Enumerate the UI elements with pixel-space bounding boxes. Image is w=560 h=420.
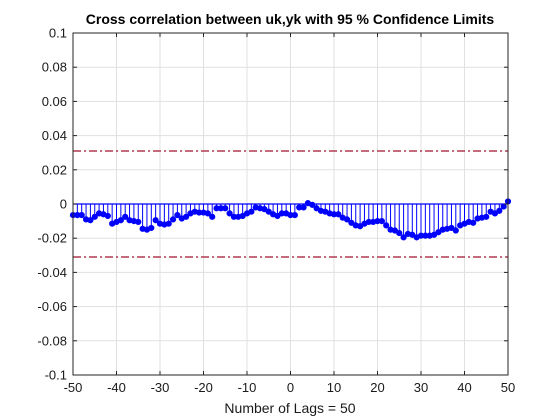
y-tick-label: 0.08 xyxy=(42,60,67,75)
stem-marker xyxy=(500,203,507,210)
stem-marker xyxy=(248,208,255,215)
stem-marker xyxy=(169,216,177,223)
x-axis-label: Number of Lags = 50 xyxy=(224,400,355,416)
x-tick-label: 0 xyxy=(287,380,294,395)
stem-marker xyxy=(409,231,416,238)
stem-marker xyxy=(335,211,342,218)
stem-marker xyxy=(357,223,364,230)
stem-marker xyxy=(274,212,281,220)
stem-marker xyxy=(239,212,246,220)
x-tick-label: 10 xyxy=(327,380,341,395)
y-tick-label: -0.1 xyxy=(45,368,67,383)
stem-marker xyxy=(300,204,307,211)
stem-marker xyxy=(78,212,85,219)
stem-marker xyxy=(435,229,442,236)
x-tick-label: 20 xyxy=(370,380,384,395)
stem-marker xyxy=(209,213,216,220)
y-tick-label: 0.06 xyxy=(42,94,67,109)
stem-series xyxy=(69,198,512,241)
stem-marker xyxy=(87,217,94,224)
stem-marker xyxy=(174,212,181,219)
stem-marker xyxy=(470,219,477,226)
stem-marker xyxy=(261,206,268,213)
stem-marker xyxy=(183,213,190,220)
axis-ticks: -50 -40 -30 -20 -10 0 10 20 30 40 50 -0.1 -0.08 -0.06… xyxy=(37,26,515,396)
stem-marker xyxy=(483,213,490,220)
stem-marker xyxy=(496,207,503,214)
chart-title: Cross correlation between uk,yk with 95 … xyxy=(86,11,495,27)
x-tick-label: 40 xyxy=(457,380,471,395)
stem-marker xyxy=(104,212,111,220)
x-tick-label: 50 xyxy=(501,380,515,395)
stem-marker xyxy=(400,234,407,241)
stem-marker xyxy=(291,212,298,219)
stem-marker xyxy=(383,222,390,229)
stem-marker xyxy=(91,213,98,220)
stem-marker xyxy=(348,219,355,226)
y-tick-label: -0.06 xyxy=(37,299,67,314)
stem-marker xyxy=(430,231,438,238)
x-tick-label: -20 xyxy=(194,380,213,395)
stem-marker xyxy=(343,216,351,223)
stem-marker xyxy=(226,210,233,217)
y-tick-label: -0.04 xyxy=(37,265,67,280)
stem-marker xyxy=(222,205,229,212)
stem-marker xyxy=(135,218,142,226)
stem-marker xyxy=(391,227,398,234)
stem-marker xyxy=(313,205,320,212)
y-tick-label: -0.08 xyxy=(37,333,67,348)
y-tick-label: 0 xyxy=(60,197,67,212)
stem-marker xyxy=(491,210,499,217)
x-tick-label: -40 xyxy=(107,380,126,395)
stem-marker xyxy=(378,218,385,225)
stem-marker xyxy=(148,224,155,232)
x-tick-label: -30 xyxy=(151,380,170,395)
stem-marker xyxy=(204,210,211,217)
y-tick-label: -0.02 xyxy=(37,231,67,246)
stem-marker xyxy=(265,208,272,215)
stem-marker xyxy=(152,217,159,224)
x-tick-label: 30 xyxy=(414,380,428,395)
stem-marker xyxy=(117,217,124,224)
stem-marker xyxy=(309,201,316,208)
stem-marker xyxy=(452,227,459,234)
y-tick-label: 0.04 xyxy=(42,128,67,143)
stem-marker xyxy=(122,213,129,220)
stem-marker xyxy=(165,220,172,227)
stem-marker xyxy=(448,224,455,232)
x-tick-label: -10 xyxy=(238,380,257,395)
y-tick-label: 0.1 xyxy=(49,26,67,41)
y-tick-label: 0.02 xyxy=(42,162,67,177)
x-tick-label: -50 xyxy=(64,380,83,395)
stem-marker xyxy=(396,229,403,237)
